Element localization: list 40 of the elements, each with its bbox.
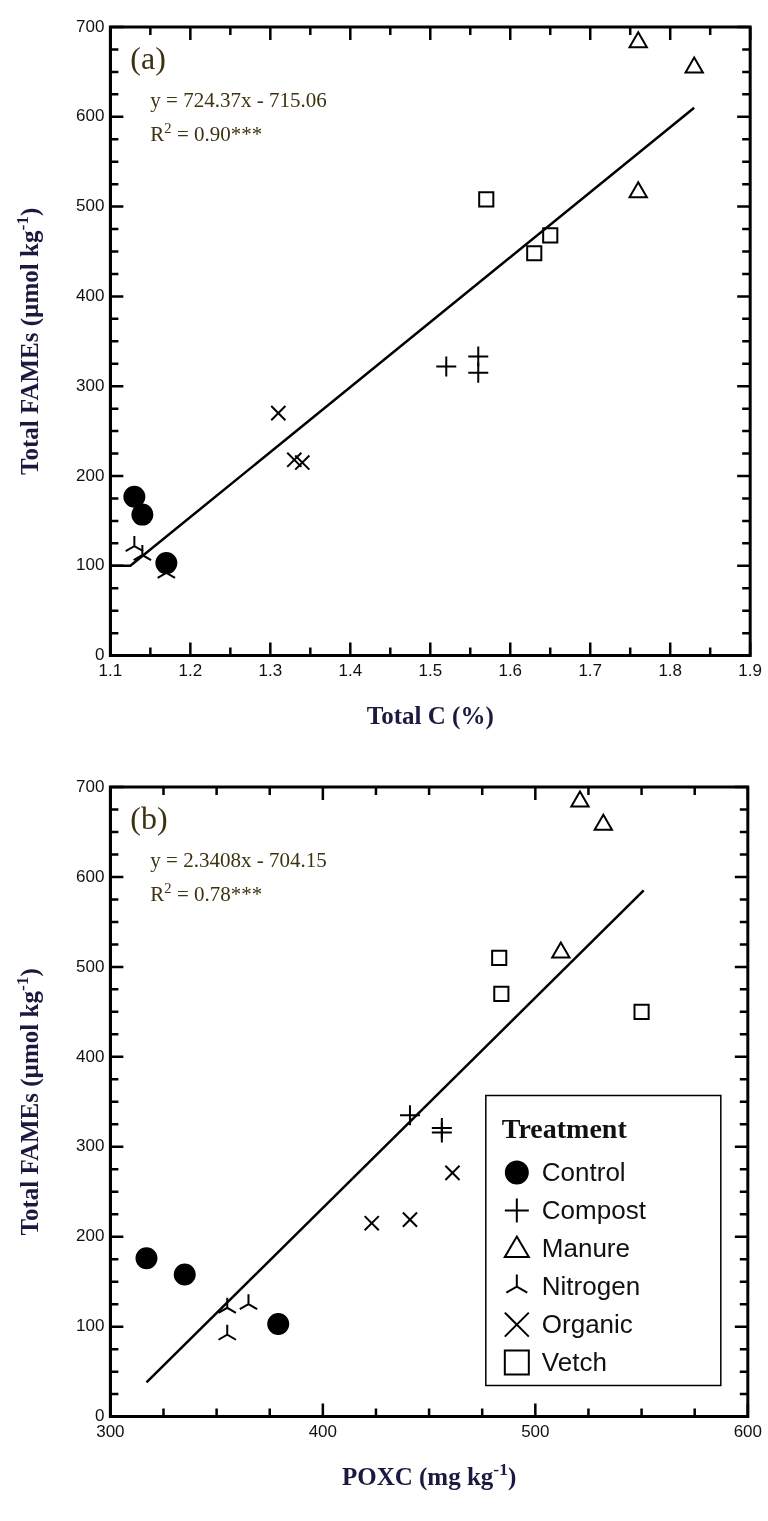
y-tick-label: 400: [75, 286, 105, 306]
y-tick-label: 500: [75, 956, 105, 976]
x-axis-title: Total C (%): [366, 701, 494, 730]
legend-label: Manure: [541, 1232, 630, 1263]
y-tick-label: 700: [75, 776, 105, 796]
y-tick-label: 200: [75, 465, 105, 485]
annotation: (b): [130, 800, 168, 836]
x-tick-label: 400: [308, 1422, 338, 1442]
y-tick-label: 200: [75, 1226, 105, 1246]
annotation: y = 724.37x - 715.06: [150, 88, 327, 112]
legend-label: Control: [541, 1156, 626, 1187]
x-tick-label: 1.9: [738, 661, 762, 681]
y-axis-title: Total FAMEs (µmol kg-1): [12, 968, 45, 1236]
y-axis-title: Total FAMEs (µmol kg-1): [12, 207, 45, 475]
y-tick-label: 600: [75, 106, 105, 126]
x-tick-label: 1.7: [578, 661, 603, 681]
y-tick-label: 700: [75, 16, 105, 36]
x-tick-label: 1.6: [498, 661, 523, 681]
y-tick-label: 400: [75, 1046, 105, 1066]
y-tick-label: 300: [75, 1136, 105, 1156]
x-tick-label: 600: [733, 1422, 763, 1442]
legend-title: Treatment: [501, 1112, 628, 1144]
x-tick-label: 1.4: [338, 661, 363, 681]
x-tick-label: 500: [521, 1422, 550, 1442]
y-tick-label: 0: [94, 1406, 105, 1426]
legend-label: Compost: [541, 1194, 647, 1225]
x-tick-label: 1.5: [418, 661, 443, 681]
y-tick-label: 100: [75, 1316, 105, 1336]
y-tick-label: 300: [75, 375, 105, 395]
y-tick-label: 500: [75, 196, 105, 216]
legend-label: Nitrogen: [541, 1270, 641, 1301]
annotation: (a): [130, 40, 166, 76]
x-tick-label: 1.8: [658, 661, 683, 681]
legend-label: Vetch: [541, 1346, 607, 1377]
legend-label: Organic: [541, 1308, 633, 1339]
y-tick-label: 600: [75, 866, 105, 886]
x-tick-label: 1.3: [258, 661, 283, 681]
annotation: y = 2.3408x - 704.15: [150, 848, 327, 872]
x-tick-label: 1.2: [178, 661, 203, 681]
y-tick-label: 100: [75, 555, 105, 575]
